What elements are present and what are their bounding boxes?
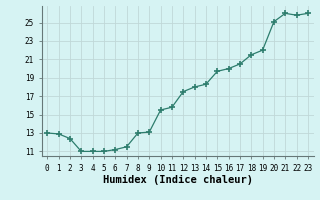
- X-axis label: Humidex (Indice chaleur): Humidex (Indice chaleur): [103, 175, 252, 185]
